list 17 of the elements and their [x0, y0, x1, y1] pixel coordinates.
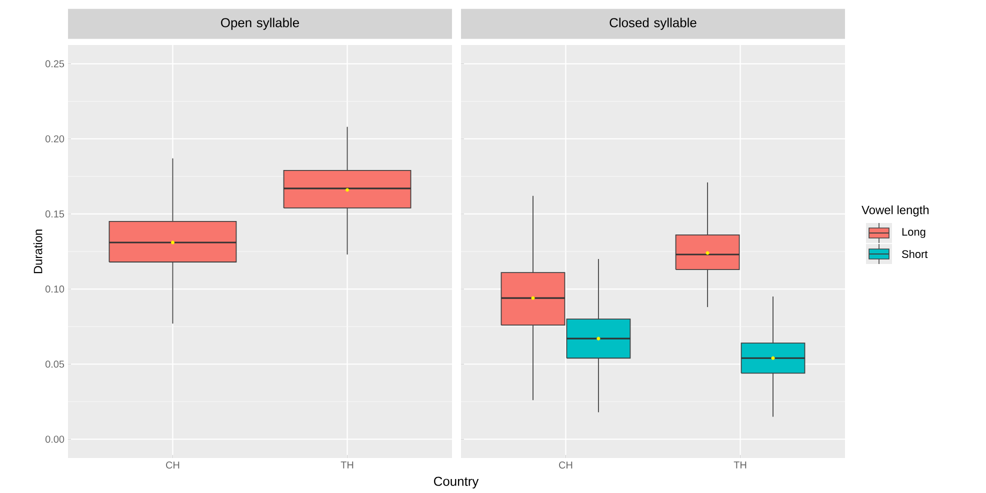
- legend-title: Vowel length: [862, 205, 929, 217]
- y-axis-title: Duration: [33, 230, 42, 274]
- y-tick-label: 0.15: [45, 210, 64, 218]
- x-tick-label: TH: [734, 462, 746, 468]
- legend-label: Long: [902, 228, 926, 238]
- chart-title: Closed syllable: [610, 18, 696, 30]
- y-tick-label: 0.00: [45, 436, 64, 443]
- chart-title: Open syllable: [221, 18, 299, 30]
- x-axis-title: Country: [434, 476, 479, 488]
- y-tick-label: 0.20: [45, 135, 64, 142]
- y-tick-label: 0.05: [45, 360, 64, 368]
- y-tick-label: 0.25: [45, 60, 64, 68]
- x-tick-label: TH: [340, 462, 354, 468]
- x-tick-label: CH: [559, 462, 572, 469]
- x-tick-label: CH: [166, 462, 180, 469]
- y-tick-label: 0.10: [45, 286, 64, 293]
- legend-label: Short: [902, 250, 928, 258]
